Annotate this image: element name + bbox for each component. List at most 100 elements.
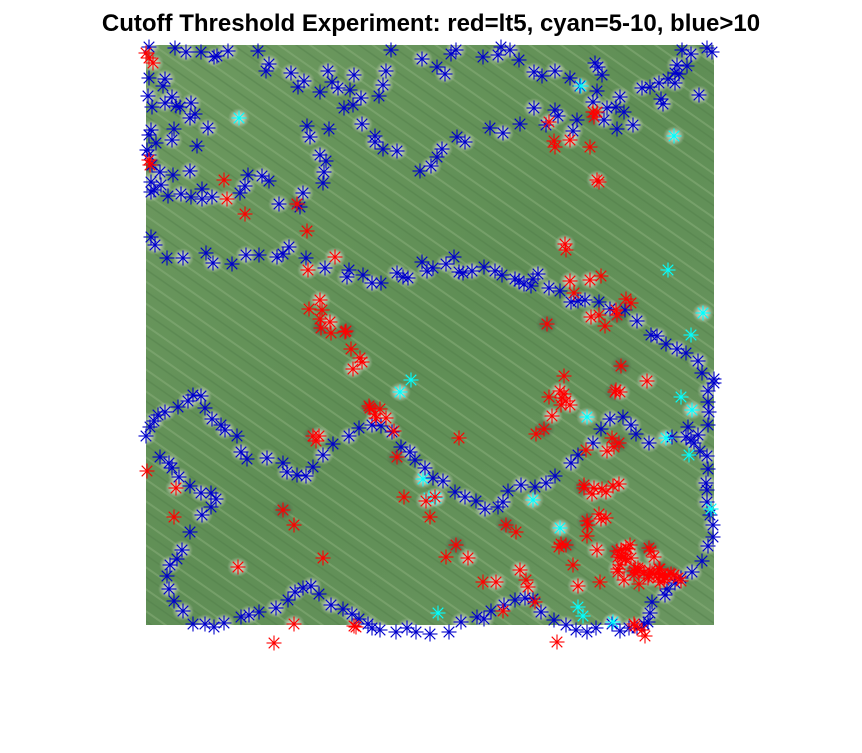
data-point-red: [308, 433, 324, 449]
data-point-blue: [189, 138, 205, 154]
data-point-red: [566, 285, 582, 301]
data-point-cyan: [666, 128, 682, 144]
data-point-blue: [240, 167, 256, 183]
data-point-blue: [194, 191, 210, 207]
data-point-blue: [171, 469, 187, 485]
data-point-blue: [174, 542, 190, 558]
data-point-blue: [468, 493, 484, 509]
data-point-red: [562, 397, 578, 413]
data-point-red: [611, 435, 627, 451]
data-point-red: [389, 449, 405, 465]
data-point-blue: [336, 100, 352, 116]
data-point-blue: [312, 84, 328, 100]
data-point-blue: [562, 70, 578, 86]
data-point-red: [616, 572, 632, 588]
data-point-blue: [590, 59, 606, 75]
data-point-red: [219, 191, 235, 207]
data-point-red: [378, 410, 394, 426]
data-point-blue: [629, 313, 645, 329]
data-point-blue: [511, 52, 527, 68]
data-point-blue: [429, 149, 445, 165]
data-point-blue: [438, 256, 454, 272]
data-point-blue: [414, 51, 430, 67]
data-point-blue: [547, 468, 563, 484]
data-point-red: [142, 157, 158, 173]
data-point-blue: [200, 120, 216, 136]
data-point-blue: [493, 39, 509, 55]
data-point-blue: [170, 399, 186, 415]
data-point-blue: [699, 448, 715, 464]
data-point-cyan: [673, 389, 689, 405]
data-point-red: [579, 528, 595, 544]
data-point-blue: [182, 524, 198, 540]
data-point-red: [593, 268, 609, 284]
data-point-blue: [315, 447, 331, 463]
data-point-blue: [296, 73, 312, 89]
data-point-red: [547, 139, 563, 155]
data-point-blue: [161, 581, 177, 597]
data-point-cyan: [415, 471, 431, 487]
data-point-red: [637, 628, 653, 644]
data-point-blue: [692, 443, 708, 459]
data-point-cyan: [695, 305, 711, 321]
data-point-blue: [546, 612, 562, 628]
data-point-blue: [197, 400, 213, 416]
data-point-blue: [159, 568, 175, 584]
data-point-cyan: [403, 372, 419, 388]
data-point-red: [598, 484, 614, 500]
data-point-blue: [237, 178, 253, 194]
data-point-red: [166, 509, 182, 525]
data-point-blue: [449, 129, 465, 145]
data-point-blue: [157, 71, 173, 87]
data-point-red: [666, 567, 682, 583]
data-point-blue: [643, 327, 659, 343]
data-point-red: [323, 325, 339, 341]
data-point-blue: [701, 404, 717, 420]
data-point-blue: [152, 449, 168, 465]
data-point-red: [266, 635, 282, 651]
data-point-blue: [389, 143, 405, 159]
data-point-blue: [417, 460, 433, 476]
data-point-blue: [318, 153, 334, 169]
data-point-blue: [155, 78, 171, 94]
data-point-red: [554, 390, 570, 406]
data-point-blue: [642, 605, 658, 621]
data-point-blue: [698, 475, 714, 491]
data-point-blue: [354, 116, 370, 132]
data-point-red: [286, 517, 302, 533]
data-point-blue: [563, 455, 579, 471]
data-point-blue: [164, 460, 180, 476]
data-point-red: [551, 539, 567, 555]
data-point-blue: [523, 278, 539, 294]
data-point-blue: [550, 108, 566, 124]
data-point-blue: [209, 48, 225, 64]
data-point-blue: [678, 345, 694, 361]
data-point-red: [608, 382, 624, 398]
data-point-red: [460, 550, 476, 566]
data-point-blue: [161, 455, 177, 471]
markers-layer: [138, 39, 722, 651]
data-point-blue: [680, 419, 696, 435]
data-point-blue: [216, 615, 232, 631]
data-point-blue: [341, 428, 357, 444]
data-point-blue: [604, 616, 620, 632]
data-point-blue: [383, 42, 399, 58]
data-point-blue: [139, 142, 155, 158]
data-point-blue: [402, 444, 418, 460]
data-point-red: [338, 323, 354, 339]
data-point-blue: [541, 280, 557, 296]
data-point-blue: [148, 135, 164, 151]
data-point-blue: [193, 44, 209, 60]
data-point-red: [618, 291, 634, 307]
data-point-blue: [455, 265, 471, 281]
data-point-red: [582, 272, 598, 288]
data-point-blue: [165, 167, 181, 183]
data-point-blue: [495, 125, 511, 141]
data-point-red: [498, 517, 514, 533]
data-point-red: [578, 442, 594, 458]
data-point-red: [612, 384, 628, 400]
data-point-blue: [373, 418, 389, 434]
data-point-blue: [412, 163, 428, 179]
data-point-blue: [634, 80, 650, 96]
